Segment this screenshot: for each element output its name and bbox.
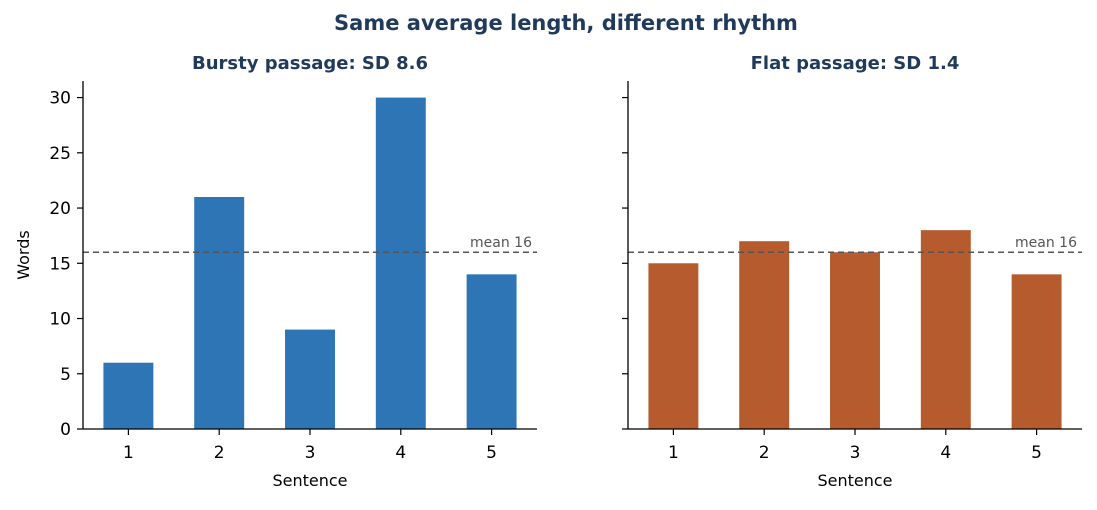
y-tick-label: 5 bbox=[60, 365, 71, 385]
bar-2 bbox=[739, 241, 790, 429]
x-tick-label: 5 bbox=[1031, 443, 1042, 463]
mean-label: mean 16 bbox=[470, 235, 532, 251]
figure-suptitle: Same average length, different rhythm bbox=[334, 11, 798, 35]
x-axis-label: Sentence bbox=[817, 471, 892, 490]
x-tick-label: 5 bbox=[486, 443, 497, 463]
x-tick-label: 2 bbox=[759, 443, 770, 463]
bar-4 bbox=[375, 97, 426, 430]
y-axis-label: Words bbox=[14, 230, 33, 279]
bar-1 bbox=[648, 263, 699, 429]
x-tick-label: 2 bbox=[214, 443, 225, 463]
x-tick-label: 3 bbox=[305, 443, 316, 463]
bar-3 bbox=[830, 252, 880, 429]
y-tick-label: 15 bbox=[49, 254, 71, 274]
bar-4 bbox=[920, 230, 971, 429]
mean-label: mean 16 bbox=[1015, 235, 1077, 251]
y-tick-label: 20 bbox=[49, 199, 71, 219]
panel-flat: Flat passage: SD 1.4 mean 16 1 2 3 4 5 Sentence bbox=[622, 53, 1082, 490]
chart-title: Bursty passage: SD 8.6 bbox=[192, 53, 428, 74]
x-axis-label: Sentence bbox=[272, 471, 347, 490]
x-tick-label: 4 bbox=[940, 443, 951, 463]
x-tick-label: 1 bbox=[123, 443, 134, 463]
bar-3 bbox=[285, 329, 335, 429]
x-tick-label: 1 bbox=[668, 443, 679, 463]
bar-1 bbox=[103, 362, 154, 429]
bar-5 bbox=[466, 274, 517, 429]
y-tick-label: 0 bbox=[60, 420, 71, 440]
chart-title: Flat passage: SD 1.4 bbox=[751, 53, 960, 74]
x-tick-label: 4 bbox=[395, 443, 406, 463]
bar-2 bbox=[194, 197, 245, 429]
bar-5 bbox=[1011, 274, 1062, 429]
y-tick-label: 30 bbox=[49, 89, 71, 109]
x-tick-label: 3 bbox=[850, 443, 861, 463]
y-tick-label: 10 bbox=[49, 310, 71, 330]
y-tick-label: 25 bbox=[49, 144, 71, 164]
